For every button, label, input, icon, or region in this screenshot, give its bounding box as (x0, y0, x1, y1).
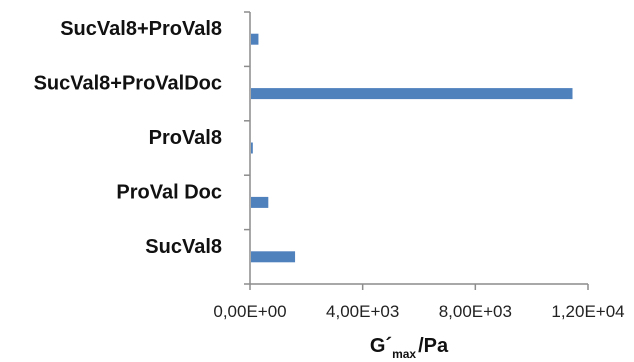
category-label: ProVal Doc (116, 181, 222, 203)
x-tick-label: 4,00E+03 (326, 302, 399, 321)
x-ticks: 0,00E+00 4,00E+03 8,00E+03 1,20E+04 (213, 11, 625, 321)
category-label: SucVal8 (145, 236, 222, 258)
x-tick-label: 0,00E+00 (213, 302, 286, 321)
axes (249, 12, 588, 285)
bar (251, 88, 573, 100)
bars (251, 33, 573, 263)
x-axis-title: G´max/Pa (370, 335, 449, 361)
x-tick-label: 1,20E+04 (551, 302, 624, 321)
bar (251, 142, 253, 154)
category-label: SucVal8+ProVal8 (60, 18, 222, 40)
category-label: ProVal8 (149, 127, 222, 149)
x-axis-title-main: G´ (370, 335, 392, 357)
category-labels: SucVal8 ProVal Doc ProVal8 SucVal8+ProValDo… (34, 18, 222, 258)
bar (251, 33, 259, 45)
category-label: SucVal8+ProValDoc (34, 73, 222, 95)
x-tick-label: 8,00E+03 (439, 302, 512, 321)
x-axis-title-subscript: max (392, 347, 416, 361)
bar (251, 251, 296, 263)
x-axis-title-unit: /Pa (418, 335, 449, 357)
bar (251, 196, 269, 208)
